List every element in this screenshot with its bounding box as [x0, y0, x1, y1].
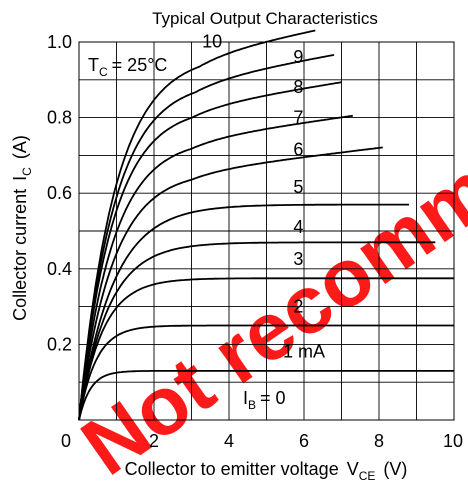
y-axis-sub: C [20, 167, 34, 176]
y-axis-unit: (A) [10, 135, 30, 159]
y-axis-symbol: I [10, 176, 30, 181]
curve-ib-5 [78, 203, 409, 421]
svg-text:IB= 0: IB = 0 [243, 388, 286, 412]
curve-ib-9 [78, 54, 335, 421]
y-tick-label: 0.8 [47, 108, 72, 128]
curve-ib-2 [78, 324, 454, 421]
curve-label: 9 [293, 47, 303, 67]
ib-symbol: I [243, 388, 248, 408]
x-tick-label: 8 [374, 431, 384, 451]
x-axis-unit: (V) [383, 459, 407, 479]
ib-sub: B [248, 398, 256, 412]
curve-label: 4 [293, 217, 303, 237]
curve-ib-3 [78, 277, 454, 421]
ib-text: = 0 [260, 388, 286, 408]
condition-sub: C [99, 65, 108, 79]
curves [78, 29, 454, 421]
curve-label: 1 mA [283, 342, 325, 362]
x-tick-label: 2 [149, 431, 159, 451]
tick-labels: 0 2 4 6 8 10 0.2 0.4 0.6 0.8 1.0 [47, 32, 463, 451]
x-tick-label: 4 [224, 431, 234, 451]
grid [79, 42, 454, 420]
curve-label: 5 [293, 177, 303, 197]
curve-ib-4 [78, 241, 436, 421]
x-axis-sub: CE [359, 469, 376, 483]
x-tick-label: 0 [61, 431, 71, 451]
curve-label: 2 [293, 296, 303, 316]
y-tick-label: 0.4 [47, 259, 72, 279]
curve-label: 3 [293, 249, 303, 269]
svg-text:TC= 25°C: TC = 25°C [88, 55, 167, 79]
curve-ib-7 [78, 114, 353, 421]
x-axis-label: Collector to emitter voltage VCE (V) [125, 459, 408, 483]
y-axis-label: Collector current IC (A) [10, 135, 34, 321]
x-axis-symbol: V [347, 459, 359, 479]
y-tick-label: 1.0 [47, 32, 72, 52]
y-tick-label: 0.6 [47, 183, 72, 203]
curve-ib-1-ma [78, 369, 454, 421]
condition-text: = 25°C [112, 55, 168, 75]
y-axis-label-text: Collector current [10, 189, 30, 321]
x-tick-label: 6 [299, 431, 309, 451]
curve-label: 6 [293, 139, 303, 159]
x-axis-label-text: Collector to emitter voltage [125, 459, 339, 479]
curve-label: 8 [293, 77, 303, 97]
curve-ib-8 [78, 81, 342, 421]
curve-ib-6 [78, 146, 383, 421]
x-tick-label: 10 [443, 431, 463, 451]
curve-ib-10 [78, 29, 316, 421]
condition-label: TC = 25°C [88, 55, 167, 79]
curve-label: 7 [293, 107, 303, 127]
ib-zero-label: IB = 0 [243, 388, 286, 412]
chart-title: Typical Output Characteristics [152, 9, 378, 28]
curve-labels: 10 9 8 7 6 5 4 3 2 1 mA [202, 32, 325, 362]
condition-symbol: T [88, 55, 99, 75]
y-tick-label: 0.2 [47, 334, 72, 354]
plot-frame [78, 41, 455, 421]
curve-label: 10 [202, 32, 222, 52]
